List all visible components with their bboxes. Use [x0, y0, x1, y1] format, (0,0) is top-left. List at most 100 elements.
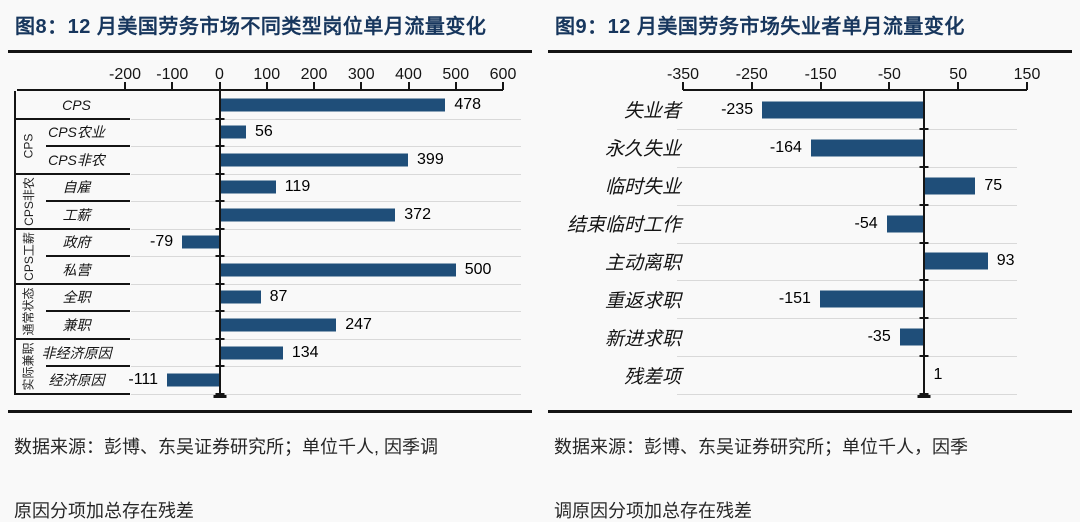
- gridline: [131, 118, 521, 120]
- group-label: CPS: [21, 133, 35, 159]
- bar: [219, 153, 409, 167]
- bar: [810, 139, 924, 157]
- group-label-cell: CPS: [16, 119, 40, 174]
- value-label: 399: [417, 150, 444, 168]
- value-label: 134: [291, 343, 319, 361]
- group-label: 通常状态: [21, 287, 36, 336]
- group-label: 实际兼职: [21, 342, 36, 391]
- value-label: 93: [996, 252, 1015, 270]
- chart-row: 私营 500: [8, 256, 521, 285]
- value-label: -79: [150, 233, 174, 251]
- plot-cell: -111: [125, 366, 521, 395]
- category-label: 结束临时工作: [566, 215, 681, 237]
- category-cell: 自雇: [8, 174, 130, 203]
- category-cell: 新进求职: [548, 318, 683, 356]
- gridline: [677, 394, 1017, 395]
- bar: [167, 373, 220, 387]
- axis-tick-mark: [265, 82, 268, 90]
- zero-axis-end-tick: [917, 395, 931, 398]
- category-cell: CPS农业: [8, 119, 130, 148]
- axis-tick-mark: [454, 82, 457, 90]
- gridline: [131, 283, 521, 285]
- category-cell: 私营: [8, 256, 130, 285]
- chart-row: 政府 -79: [8, 229, 521, 258]
- bar: [886, 215, 924, 233]
- category-label: 经济原因: [48, 372, 105, 389]
- label-separator: [14, 282, 130, 285]
- label-separator: [46, 310, 130, 313]
- gridline: [677, 166, 1017, 168]
- bar: [819, 290, 924, 308]
- gridline: [131, 201, 521, 203]
- chart-row: CPS农业 56: [8, 119, 521, 148]
- category-cell: CPS非农: [8, 146, 130, 175]
- axis-tick-mark: [171, 82, 174, 90]
- x-axis-tick-labels: -350 -250 -150 -50 50 150: [667, 63, 1040, 89]
- chart-body: CPS 478 CPS农业 56 CPS非农 399 自雇 119 工薪 372 政府 -79 私营 50…: [8, 89, 521, 398]
- category-cell: 残差项: [548, 356, 683, 394]
- axis-tick-label: 600: [489, 66, 517, 83]
- zero-line-tick: [919, 393, 929, 395]
- value-label: 372: [404, 205, 431, 223]
- axis-tick-mark: [407, 82, 410, 90]
- bar: [762, 101, 924, 119]
- plot-cell: -151: [677, 280, 1027, 320]
- gridline: [131, 311, 521, 313]
- chart-row: 经济原因 -111: [8, 366, 521, 395]
- bar: [219, 290, 261, 304]
- bar: [219, 180, 276, 194]
- axis-tick-mark: [888, 82, 891, 90]
- axis-tick-mark: [313, 82, 315, 90]
- category-label: 新进求职: [604, 328, 681, 350]
- gridline: [131, 338, 521, 340]
- value-label: -35: [867, 328, 891, 346]
- axis-tick-mark: [124, 82, 126, 90]
- group-label-cell: 通常状态: [16, 284, 40, 339]
- group-label: CPS工薪: [21, 231, 36, 281]
- category-cell: 结束临时工作: [548, 205, 683, 243]
- category-cell: 主动离职: [548, 243, 683, 281]
- label-separator: [14, 172, 130, 175]
- bar: [923, 177, 976, 195]
- plot-cell: 399: [125, 146, 521, 175]
- axis-tick-label: 500: [442, 66, 470, 83]
- category-label: 主动离职: [604, 252, 681, 274]
- category-label: 残差项: [623, 366, 681, 388]
- plot-cell: 93: [677, 243, 1027, 282]
- category-label: 私营: [62, 261, 91, 278]
- category-cell: 政府: [8, 229, 130, 258]
- group-label: CPS非农: [21, 176, 36, 226]
- gridline: [131, 228, 521, 230]
- axis-tick-label: -200: [108, 66, 142, 83]
- bar: [219, 125, 246, 139]
- axis-tick-mark: [360, 82, 363, 90]
- figure-9-source-line2: 调原因分项加总存在残差: [554, 500, 752, 521]
- axis-tick-label: 0: [215, 66, 224, 83]
- label-separator: [14, 227, 130, 230]
- label-separator: [14, 337, 130, 340]
- chart-row: 新进求职 -35: [548, 318, 1027, 358]
- figure-9-panel: 图9：12 月美国劳务市场失业者单月流量变化 -350 -250 -150 -50 50…: [540, 0, 1080, 522]
- bar: [219, 263, 456, 277]
- plot-cell: 500: [125, 256, 521, 285]
- axis-tick-mark: [1026, 82, 1028, 90]
- plot-cell: 1: [677, 356, 1027, 395]
- value-label: -164: [769, 138, 802, 156]
- axis-tick-label: -50: [877, 66, 901, 83]
- value-label: -54: [854, 214, 878, 232]
- category-cell: CPS: [8, 91, 130, 120]
- label-separator: [46, 200, 130, 203]
- bar: [219, 346, 283, 360]
- plot-cell: 87: [125, 284, 521, 313]
- gridline: [677, 242, 1017, 244]
- zero-axis-end-tick: [213, 395, 226, 398]
- category-label: 工薪: [62, 206, 91, 223]
- gridline: [677, 356, 1017, 358]
- figure-9-top-rule: [548, 50, 1072, 53]
- category-cell: 临时失业: [548, 167, 683, 205]
- value-label: 247: [345, 316, 372, 334]
- x-axis-tick-labels: -200 -100 0 100 200 300 400 500 600: [109, 63, 516, 89]
- bar: [182, 235, 220, 249]
- category-cell: 失业者: [548, 91, 683, 129]
- value-label: -151: [778, 290, 811, 308]
